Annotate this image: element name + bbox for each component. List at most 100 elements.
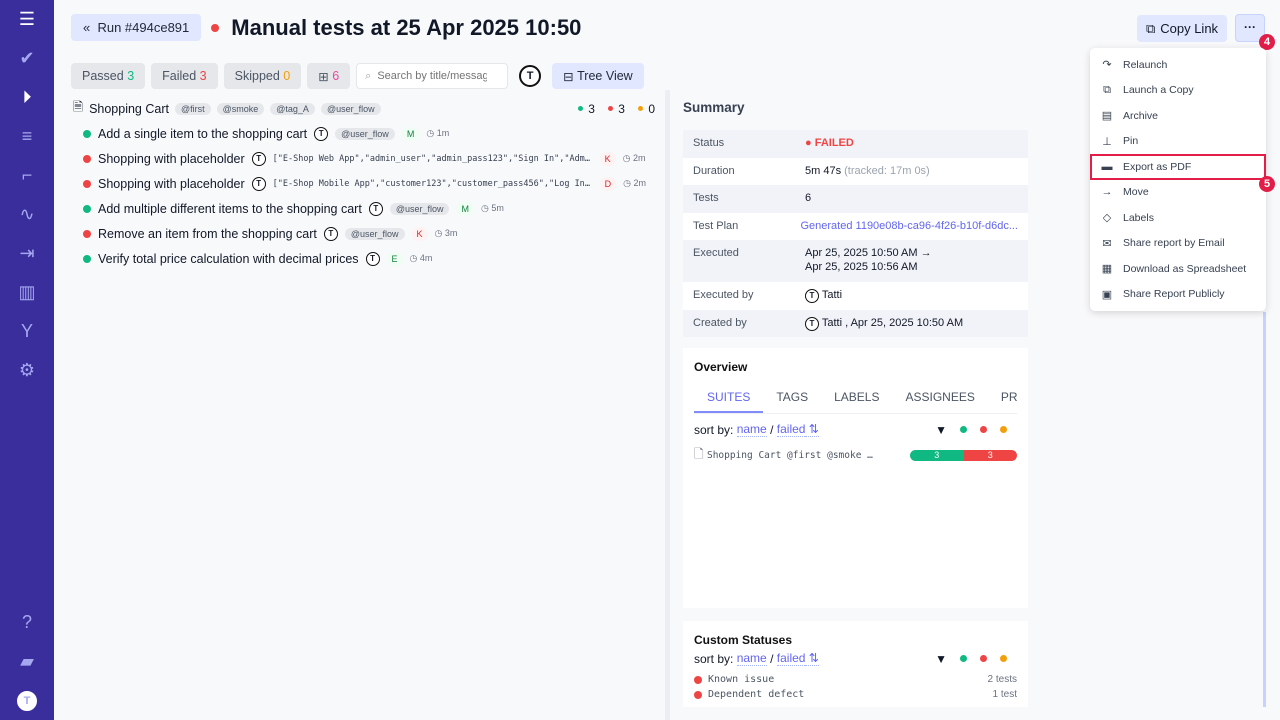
test-row[interactable]: Shopping with placeholder T ["E-Shop Mobil… [73, 171, 655, 196]
custom-status-row[interactable]: Known issue 2 tests [694, 674, 1017, 685]
copy-link-button[interactable]: ⧉ Copy Link [1137, 15, 1227, 42]
avatar: T [805, 289, 819, 303]
share-icon: ▣ [1101, 288, 1113, 301]
failed-legend-dot [980, 426, 987, 433]
spreadsheet-icon: ▦ [1101, 263, 1113, 276]
sort-by-name[interactable]: name [736, 651, 767, 666]
sort-direction-icon[interactable]: ⇅ [805, 422, 819, 437]
folder-icon[interactable]: ▰ [20, 651, 34, 671]
sort-by-failed[interactable]: failed [776, 651, 806, 666]
menu-item-archive[interactable]: ▤ Archive [1101, 109, 1159, 123]
avatar: T [368, 201, 383, 216]
back-to-run-button[interactable]: « Run #494ce891 [71, 14, 202, 41]
filter-icon[interactable]: ▼ [935, 651, 947, 666]
search-input[interactable] [377, 70, 488, 82]
summary-row-status: Status ● FAILED [683, 130, 1028, 158]
menu-item-export-as-pdf[interactable]: ▬ Export as PDF [1090, 154, 1266, 180]
tab-labels[interactable]: LABELS [834, 390, 880, 404]
overview-tabs: SUITES TAGS LABELS ASSIGNEES PRIORITY [694, 384, 1017, 414]
archive-icon: ▤ [1101, 110, 1113, 123]
test-row[interactable]: Add a single item to the shopping cart T @… [73, 121, 655, 146]
tab-suites[interactable]: SUITES [694, 384, 764, 413]
test-plan-link[interactable]: Generated 1190e08b-ca96-4f26-b10f-d6dc..… [800, 219, 1018, 232]
overview-panel: Overview SUITES TAGS LABELS ASSIGNEES PR… [683, 348, 1028, 608]
passed-legend-dot [960, 426, 967, 433]
menu-item-launch-a-copy[interactable]: ⧉ Launch a Copy [1090, 78, 1266, 104]
custom-status-row[interactable]: Dependent defect 1 test [694, 689, 1017, 700]
tab-assignees[interactable]: ASSIGNEES [905, 390, 975, 404]
filter-failed[interactable]: Failed 3 [151, 63, 218, 89]
pulse-icon[interactable]: ∿ [19, 204, 35, 224]
suite-header[interactable]: 🗎 Shopping Cart @first @smoke @tag_A @us… [73, 100, 655, 117]
filter-comments[interactable]: ⊞ 6 [307, 63, 351, 89]
test-row[interactable]: Add multiple different items to the shop… [73, 196, 655, 221]
branch-icon[interactable]: Y [20, 321, 33, 341]
tree-icon: ⊟ [563, 69, 578, 84]
checklist-icon[interactable]: ≡ [21, 126, 33, 146]
page-header: « Run #494ce891 Manual tests at 25 Apr 2… [71, 14, 581, 41]
tab-priority[interactable]: PRIORITY [1000, 390, 1017, 404]
tree-view-button[interactable]: ⊟ Tree View [552, 63, 644, 89]
search-icon: ⌕ [365, 69, 372, 82]
summary-title: Summary [683, 100, 745, 115]
test-row[interactable]: Verify total price calculation with deci… [73, 246, 655, 271]
relaunch-icon: ↷ [1102, 59, 1112, 72]
copy-icon: ⧉ [1145, 20, 1156, 36]
menu-item-move[interactable]: → Move [1101, 186, 1149, 199]
avatar: T [251, 151, 266, 166]
menu-item-labels[interactable]: ◇ Labels [1102, 211, 1154, 225]
sort-direction-icon[interactable]: ⇅ [805, 651, 819, 666]
help-icon[interactable]: ? [21, 612, 32, 632]
clock-icon: ◷ [434, 228, 443, 238]
tab-tags[interactable]: TAGS [776, 390, 809, 404]
suite-tag[interactable]: @first [174, 102, 211, 115]
sort-by-name[interactable]: name [736, 422, 767, 437]
test-row[interactable]: Remove an item from the shopping cart T @u… [73, 221, 655, 246]
summary-row-tests: Tests 6 [683, 185, 1028, 213]
avatar-icon[interactable]: T [0, 681, 54, 720]
scrollbar[interactable] [1263, 312, 1266, 707]
bar-failed: 3 [963, 450, 1017, 461]
assignee-initial: M [401, 126, 420, 141]
suite-counts: 3 3 0 [578, 102, 655, 116]
filter-passed[interactable]: Passed 3 [71, 63, 146, 89]
summary-panel: Summary Status ● FAILED Duration 5m 47s (t… [683, 100, 1028, 337]
avatar: T [314, 126, 329, 141]
status-failed-icon [83, 229, 91, 238]
import-icon[interactable]: ⇥ [19, 243, 35, 263]
suite-tag[interactable]: @user_flow [320, 102, 381, 115]
suite-tag[interactable]: @smoke [216, 102, 265, 115]
arrow-right-icon: → [1101, 186, 1113, 199]
copy-icon: ⧉ [1103, 83, 1111, 96]
play-circle-icon[interactable]: ⏵ [22, 87, 32, 107]
panel-resize-handle[interactable] [665, 90, 670, 720]
test-tag[interactable]: @user_flow [335, 127, 395, 140]
assignee-filter-avatar[interactable]: T [519, 65, 542, 87]
menu-item-share-report-by-email[interactable]: ✉ Share report by Email [1102, 237, 1225, 250]
test-row[interactable]: Shopping with placeholder T ["E-Shop Web A… [73, 146, 655, 171]
steps-icon[interactable]: ⌐ [21, 165, 33, 185]
menu-item-relaunch[interactable]: ↷ Relaunch [1102, 58, 1168, 72]
test-tag[interactable]: @user_flow [389, 202, 450, 215]
menu-item-share-report-publicly[interactable]: ▣ Share Report Publicly [1101, 288, 1225, 301]
check-icon[interactable]: ✔ [19, 48, 35, 68]
filter-skipped[interactable]: Skipped 0 [223, 63, 302, 89]
skipped-legend-dot [1000, 426, 1007, 433]
gear-icon[interactable]: ⚙ [18, 360, 36, 380]
filter-icon[interactable]: ▼ [935, 422, 947, 437]
menu-item-download-as-spreadsheet[interactable]: ▦ Download as Spreadsheet [1101, 262, 1247, 276]
menu-item-pin[interactable]: ⊥ Pin [1102, 135, 1139, 148]
chart-icon[interactable]: ▥ [18, 282, 36, 302]
sort-by-failed[interactable]: failed [776, 422, 806, 437]
menu-icon[interactable]: ☰ [18, 9, 36, 29]
tag-icon: ◇ [1102, 212, 1112, 225]
suite-tag[interactable]: @tag_A [270, 102, 315, 115]
clock-icon: ◷ [623, 178, 631, 188]
more-options-button[interactable]: ··· [1235, 14, 1265, 42]
filter-bar: Passed 3 Failed 3 Skipped 0 ⊞ 6 ⌕ T ⊟ Tr… [71, 63, 644, 89]
test-tag[interactable]: @user_flow [344, 227, 405, 240]
step-badge: 4 [1259, 34, 1275, 50]
status-passed-icon [83, 204, 91, 213]
